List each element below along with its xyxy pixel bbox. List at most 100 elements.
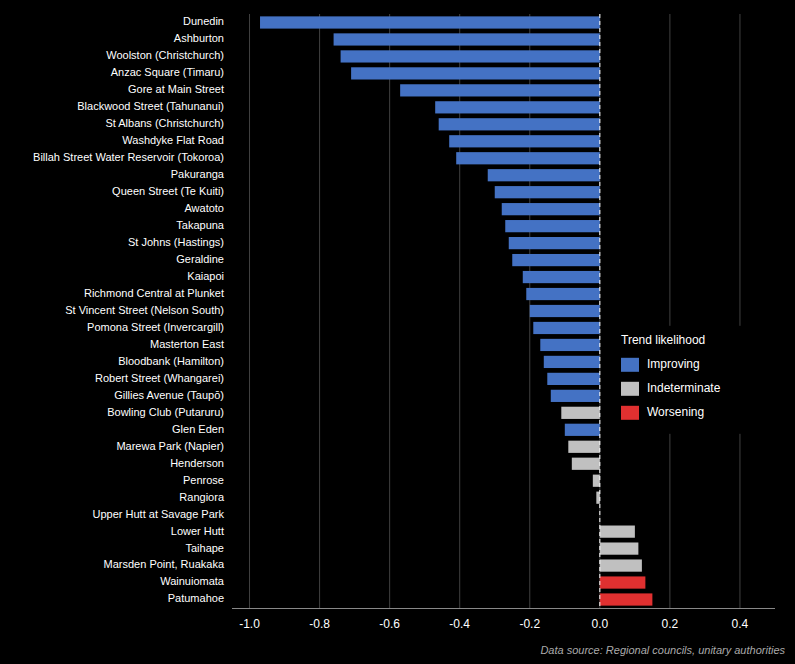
grid — [250, 14, 740, 608]
x-tick-label: -1.0 — [239, 617, 260, 631]
x-ticks: -1.0 -0.8 -0.6 -0.4 -0.2 0.0 0.2 0.4 — [239, 617, 748, 631]
category-label: Ashburton — [174, 32, 224, 44]
y-ticks: Dunedin Ashburton Woolston (Christchurch) A… — [33, 15, 225, 604]
category-label: Taihape — [185, 542, 224, 554]
category-label: Masterton East — [150, 338, 224, 350]
bars — [260, 16, 652, 605]
bar — [547, 373, 600, 385]
zero-line — [599, 14, 600, 608]
category-label: Takapuna — [176, 219, 225, 231]
category-label: Kaiapoi — [187, 270, 224, 282]
category-label: Upper Hutt at Savage Park — [93, 508, 225, 520]
category-label: St Vincent Street (Nelson South) — [65, 304, 224, 316]
bar — [334, 33, 600, 45]
bar — [530, 305, 600, 317]
category-label: Robert Street (Whangarei) — [95, 372, 224, 384]
category-label: Dunedin — [183, 15, 224, 27]
category-label: Patumahoe — [168, 592, 224, 604]
bar — [439, 118, 600, 130]
category-label: Lower Hutt — [171, 525, 224, 537]
x-tick-label: -0.4 — [449, 617, 470, 631]
bar — [509, 237, 600, 249]
bar — [502, 203, 600, 215]
legend-title: Trend likelihood — [621, 333, 705, 347]
x-tick-label: -0.8 — [309, 617, 330, 631]
bar — [495, 186, 600, 198]
bar — [400, 84, 600, 96]
bar — [488, 169, 600, 181]
bar — [341, 50, 600, 62]
bar — [523, 271, 600, 283]
category-label: Blackwood Street (Tahunanui) — [77, 100, 224, 112]
category-label: Penrose — [183, 474, 224, 486]
category-label: Gore at Main Street — [128, 83, 224, 95]
bar — [449, 135, 600, 147]
bar — [526, 288, 600, 300]
bar — [551, 390, 600, 402]
bar — [600, 526, 635, 538]
category-label: Pakuranga — [171, 168, 225, 180]
category-label: Awatoto — [184, 202, 224, 214]
x-tick-label: -0.6 — [379, 617, 400, 631]
bar — [593, 475, 600, 487]
legend-label: Indeterminate — [647, 381, 721, 395]
category-label: Wainuiomata — [160, 575, 225, 587]
bar — [561, 407, 600, 419]
legend-swatch — [621, 358, 639, 372]
grid-line — [669, 14, 670, 608]
grid-line — [389, 14, 390, 608]
bar — [596, 492, 600, 504]
grid-line — [249, 14, 250, 608]
chart: -1.0 -0.8 -0.6 -0.4 -0.2 0.0 0.2 0.4 Dunedin Ashb… — [0, 0, 795, 664]
category-label: Bowling Club (Putaruru) — [107, 406, 224, 418]
bar — [435, 101, 600, 113]
legend-background — [615, 326, 771, 434]
legend-label: Worsening — [647, 405, 704, 419]
bar — [351, 67, 600, 79]
category-label: St Johns (Hastings) — [128, 236, 224, 248]
category-label: Henderson — [170, 457, 224, 469]
bar — [544, 356, 600, 368]
category-label: Billah Street Water Reservoir (Tokoroa) — [33, 151, 224, 163]
bar — [600, 559, 642, 571]
bar — [600, 593, 653, 605]
bar — [568, 441, 600, 453]
legend-swatch — [621, 406, 639, 420]
category-label: Queen Street (Te Kuiti) — [112, 185, 224, 197]
category-label: Glen Eden — [172, 423, 224, 435]
legend-label: Improving — [647, 357, 700, 371]
grid-line — [739, 14, 740, 608]
source-note: Data source: Regional councils, unitary … — [540, 644, 785, 656]
category-label: Woolston (Christchurch) — [106, 49, 224, 61]
bar — [533, 322, 600, 334]
category-label: Washdyke Flat Road — [122, 134, 224, 146]
bar — [572, 458, 600, 470]
category-label: Geraldine — [176, 253, 224, 265]
category-label: St Albans (Christchurch) — [105, 117, 224, 129]
category-label: Rangiora — [179, 491, 225, 503]
category-label: Marewa Park (Napier) — [116, 440, 224, 452]
category-label: Richmond Central at Plunket — [84, 287, 224, 299]
x-tick-label: 0.0 — [591, 617, 608, 631]
grid-line — [319, 14, 320, 608]
x-axis-line — [232, 608, 775, 609]
legend-swatch — [621, 382, 639, 396]
legend: Trend likelihood Improving Indeterminate Wo… — [615, 326, 771, 434]
bar — [600, 542, 639, 554]
x-tick-label: 0.4 — [732, 617, 749, 631]
x-tick-label: -0.2 — [519, 617, 540, 631]
x-tick-label: 0.2 — [662, 617, 679, 631]
bar — [512, 254, 600, 266]
background — [0, 0, 795, 664]
category-label: Marsden Point, Ruakaka — [104, 558, 225, 570]
category-label: Anzac Square (Timaru) — [111, 66, 224, 78]
bar — [505, 220, 600, 232]
category-label: Bloodbank (Hamilton) — [118, 355, 224, 367]
bar — [600, 576, 646, 588]
bar — [565, 424, 600, 436]
bar — [260, 16, 600, 28]
bar — [540, 339, 600, 351]
category-label: Gillies Avenue (Taupō) — [114, 389, 224, 401]
category-label: Pomona Street (Invercargill) — [87, 321, 224, 333]
bar — [456, 152, 600, 164]
